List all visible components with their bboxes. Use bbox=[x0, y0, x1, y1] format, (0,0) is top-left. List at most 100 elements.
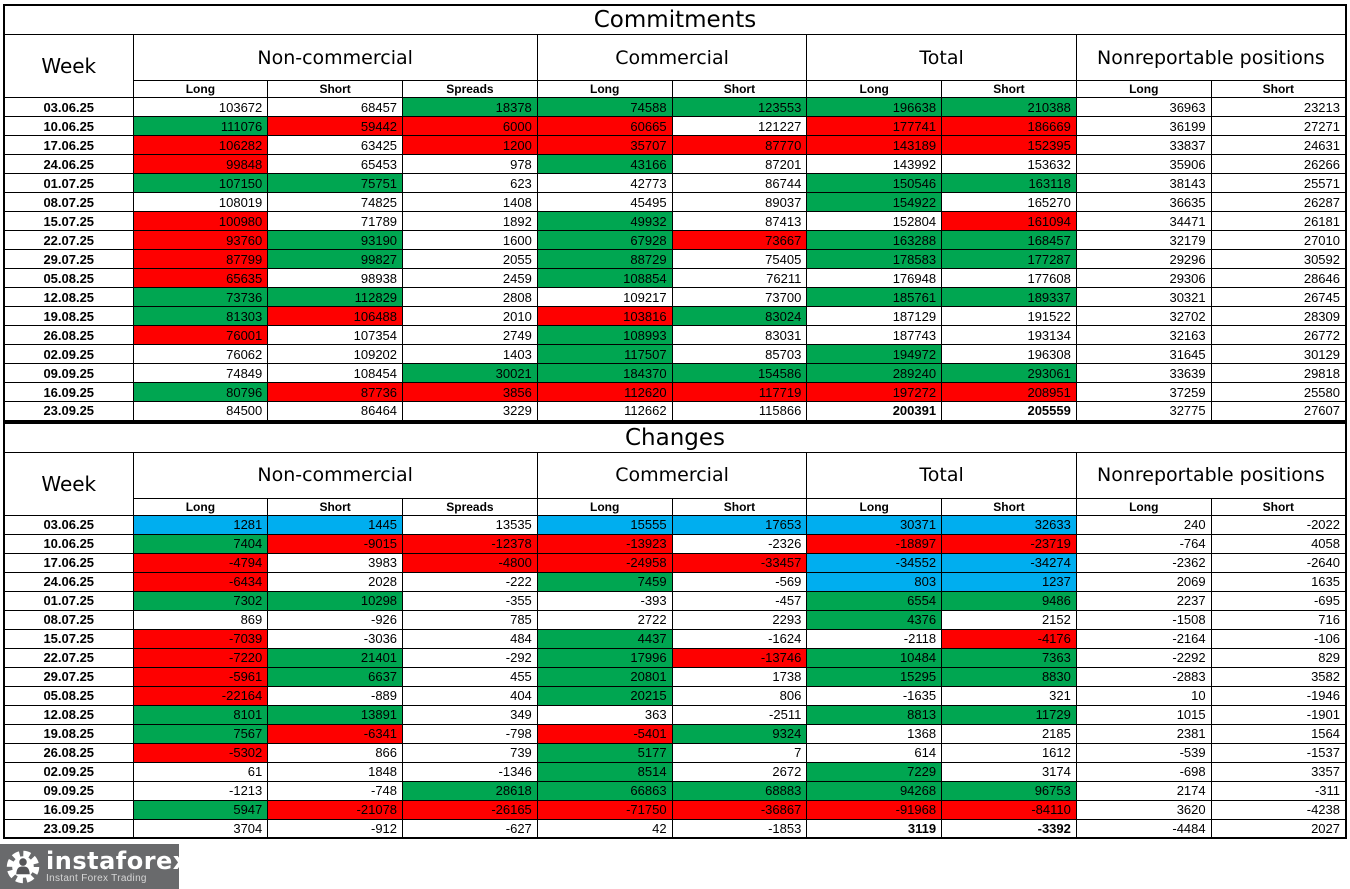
value-cell: 83031 bbox=[671, 325, 808, 345]
value-cell: 121227 bbox=[671, 116, 808, 136]
data-row: 23.09.25 84500 86464 3229 112662 115866 200391… bbox=[3, 401, 1347, 421]
data-row: 15.07.25 -7039 -3036 484 4437 -1624 -2118 -4176… bbox=[3, 628, 1347, 649]
value-cell: 2027 bbox=[1210, 818, 1347, 839]
subheader-row: Long Short Spreads Long Short Long Short Long Sh… bbox=[4, 80, 1347, 98]
value-cell: 98938 bbox=[267, 268, 404, 288]
value-cell: 8830 bbox=[941, 666, 1077, 687]
value-cell: 150546 bbox=[806, 173, 943, 193]
value-cell: 68457 bbox=[267, 97, 404, 117]
value-cell: 7459 bbox=[536, 571, 673, 592]
data-row: 09.09.25 74849 108454 30021 184370 154586 2892… bbox=[3, 363, 1347, 383]
data-row: 03.06.25 103672 68457 18378 74588 123553 19663… bbox=[3, 97, 1347, 117]
value-cell: -34552 bbox=[806, 552, 943, 573]
value-cell: 73736 bbox=[132, 287, 269, 307]
value-cell: 87201 bbox=[671, 154, 808, 174]
value-cell: 34471 bbox=[1075, 211, 1212, 231]
week-cell: 01.07.25 bbox=[3, 590, 134, 611]
value-cell: 29818 bbox=[1210, 363, 1347, 383]
data-row: 08.07.25 108019 74825 1408 45495 89037 154922 1… bbox=[3, 192, 1347, 212]
value-cell: 28309 bbox=[1210, 306, 1347, 326]
value-cell: 30371 bbox=[806, 514, 943, 535]
value-cell: 123553 bbox=[671, 97, 808, 117]
value-cell: 26745 bbox=[1210, 287, 1347, 307]
value-cell: -13923 bbox=[536, 533, 673, 554]
value-cell: 806 bbox=[671, 685, 808, 706]
value-cell: -2883 bbox=[1075, 666, 1212, 687]
value-cell: 3174 bbox=[941, 761, 1077, 782]
value-cell: 30321 bbox=[1075, 287, 1212, 307]
column-subheader: Long bbox=[536, 497, 673, 516]
value-cell: 20801 bbox=[536, 666, 673, 687]
value-cell: -355 bbox=[402, 590, 538, 611]
value-cell: 32775 bbox=[1075, 401, 1212, 421]
value-cell: 161094 bbox=[941, 211, 1077, 231]
data-row: 22.07.25 -7220 21401 -292 17996 -13746 10484 73… bbox=[3, 647, 1347, 668]
data-row: 16.09.25 5947 -21078 -26165 -71750 -36867 -919… bbox=[3, 799, 1347, 820]
value-cell: 4058 bbox=[1210, 533, 1347, 554]
value-cell: 200391 bbox=[806, 401, 943, 421]
value-cell: 75751 bbox=[267, 173, 404, 193]
group-header: Total bbox=[806, 34, 1077, 81]
value-cell: 107150 bbox=[132, 173, 269, 193]
value-cell: 1892 bbox=[402, 211, 538, 231]
value-cell: 978 bbox=[402, 154, 538, 174]
value-cell: 36635 bbox=[1075, 192, 1212, 212]
data-row: 01.07.25 107150 75751 623 42773 86744 150546 16… bbox=[3, 173, 1347, 193]
value-cell: 83024 bbox=[671, 306, 808, 326]
data-row: 22.07.25 93760 93190 1600 67928 73667 163288 16… bbox=[3, 230, 1347, 250]
value-cell: 109217 bbox=[536, 287, 673, 307]
week-cell: 26.08.25 bbox=[3, 742, 134, 763]
value-cell: 25571 bbox=[1210, 173, 1347, 193]
instaforex-watermark: instaforex Instant Forex Trading bbox=[0, 844, 188, 889]
data-row: 26.08.25 76001 107354 2749 108993 83031 187743… bbox=[3, 325, 1347, 345]
column-subheader: Long bbox=[806, 497, 943, 516]
value-cell: 84500 bbox=[132, 401, 269, 421]
value-cell: -457 bbox=[671, 590, 808, 611]
data-row: 05.08.25 65635 98938 2459 108854 76211 176948 1… bbox=[3, 268, 1347, 288]
value-cell: 208951 bbox=[941, 382, 1077, 402]
value-cell: 8813 bbox=[806, 704, 943, 725]
value-cell: 152804 bbox=[806, 211, 943, 231]
data-row: 19.08.25 7567 -6341 -798 -5401 9324 1368 2185 23… bbox=[3, 723, 1347, 744]
section-title-row: Changes bbox=[3, 422, 1347, 453]
week-cell: 03.06.25 bbox=[3, 97, 134, 117]
value-cell: -4238 bbox=[1210, 799, 1347, 820]
value-cell: 117719 bbox=[671, 382, 808, 402]
value-cell: 106488 bbox=[267, 306, 404, 326]
value-cell: -1508 bbox=[1075, 609, 1212, 630]
value-cell: 1848 bbox=[267, 761, 404, 782]
value-cell: -912 bbox=[267, 818, 404, 839]
value-cell: -1213 bbox=[132, 780, 269, 801]
value-cell: 76001 bbox=[132, 325, 269, 345]
data-row: 24.06.25 -6434 2028 -222 7459 -569 803 1237 2069… bbox=[3, 571, 1347, 592]
value-cell: 86744 bbox=[671, 173, 808, 193]
data-row: 24.06.25 99848 65453 978 43166 87201 143992 153… bbox=[3, 154, 1347, 174]
value-cell: 65635 bbox=[132, 268, 269, 288]
value-cell: 321 bbox=[941, 685, 1077, 706]
value-cell: 363 bbox=[536, 704, 673, 725]
value-cell: 484 bbox=[402, 628, 538, 649]
value-cell: 404 bbox=[402, 685, 538, 706]
value-cell: -2362 bbox=[1075, 552, 1212, 573]
value-cell: 73700 bbox=[671, 287, 808, 307]
week-cell: 19.08.25 bbox=[3, 306, 134, 326]
value-cell: 18378 bbox=[402, 97, 538, 117]
value-cell: 1408 bbox=[402, 192, 538, 212]
value-cell: 13891 bbox=[267, 704, 404, 725]
week-cell: 29.07.25 bbox=[3, 249, 134, 269]
value-cell: -7039 bbox=[132, 628, 269, 649]
data-row: 02.09.25 61 1848 -1346 8514 2672 7229 3174 -698 3… bbox=[3, 761, 1347, 782]
value-cell: 117507 bbox=[536, 344, 673, 364]
value-cell: 5947 bbox=[132, 799, 269, 820]
value-cell: 87413 bbox=[671, 211, 808, 231]
value-cell: -569 bbox=[671, 571, 808, 592]
week-cell: 22.07.25 bbox=[3, 230, 134, 250]
value-cell: 26772 bbox=[1210, 325, 1347, 345]
value-cell: 106282 bbox=[132, 135, 269, 155]
data-row: 03.06.25 1281 1445 13535 15555 17653 30371 3263… bbox=[3, 514, 1347, 535]
commitments-table: Commitments Week Non-commercial Commercial T… bbox=[3, 4, 1347, 422]
value-cell: 143992 bbox=[806, 154, 943, 174]
value-cell: 59442 bbox=[267, 116, 404, 136]
value-cell: -2292 bbox=[1075, 647, 1212, 668]
